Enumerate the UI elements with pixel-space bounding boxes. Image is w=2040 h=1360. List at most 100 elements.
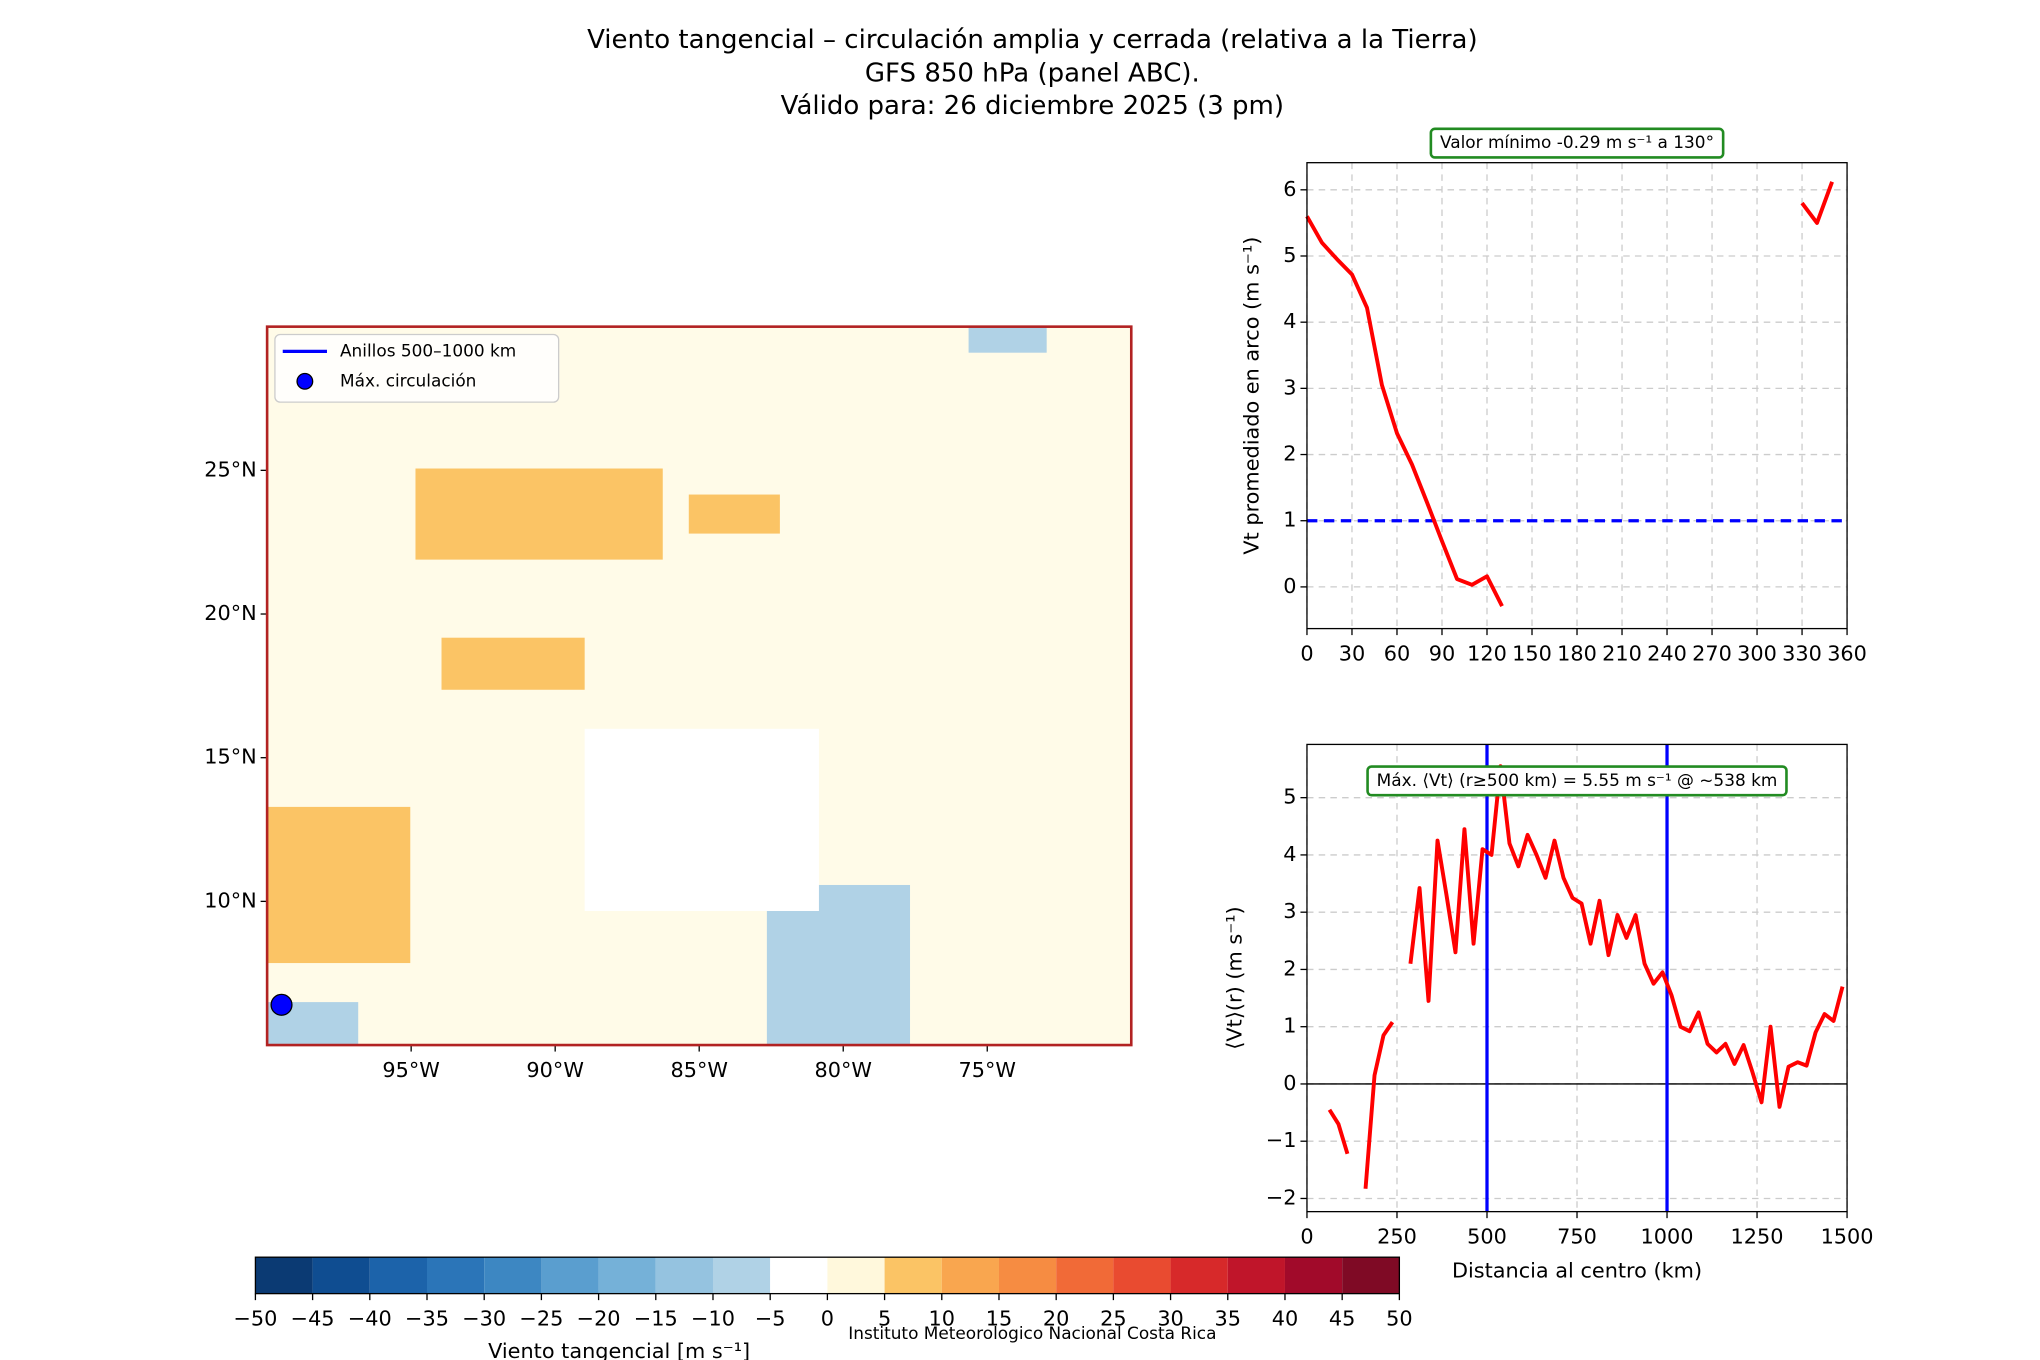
x-tick-label: 60 [1384, 642, 1410, 666]
footer: Instituto Meteorologico Nacional Costa R… [848, 1323, 1216, 1343]
legend-swatch [296, 372, 314, 390]
axes-frame [1306, 743, 1848, 1213]
x-tick-label: −15 [634, 1307, 678, 1331]
y-tick-label: 3 [1283, 899, 1296, 923]
colorbar-cell [369, 1257, 428, 1294]
legend-label: Anillos 500–1000 km [340, 340, 516, 360]
y-tick-label: 4 [1283, 842, 1296, 866]
map-shading [267, 326, 1132, 1046]
colorbar-cell [1113, 1257, 1171, 1294]
x-tick-label: 25 [1100, 1307, 1126, 1331]
x-tick-label: 1500 [1821, 1225, 1874, 1249]
legend-box [274, 333, 560, 403]
x-tick-label: 210 [1602, 642, 1642, 666]
y-tick-label: −1 [1266, 1128, 1297, 1152]
title-line: Viento tangencial – circulación amplia y… [587, 25, 1478, 55]
x-tick-label: −30 [462, 1307, 506, 1331]
y-tick-label: 0 [1283, 1071, 1296, 1095]
x-tick-label: −5 [755, 1307, 786, 1331]
x-tick-label: 270 [1692, 642, 1732, 666]
colorbar-cell [827, 1257, 885, 1294]
colorbar-cell [1342, 1257, 1400, 1294]
y-tick-label: 20°N [204, 601, 256, 625]
x-tick-label: −40 [348, 1307, 392, 1331]
colorbar-cell [998, 1257, 1057, 1294]
map-frame [265, 325, 1133, 1047]
x-tick-label: 0 [1300, 642, 1313, 666]
annotation: Valor mínimo -0.29 m s⁻¹ a 130° [1440, 132, 1714, 152]
colorbar-cell [427, 1257, 485, 1294]
y-tick-label: 3 [1283, 375, 1296, 399]
y-tick-label: 0 [1283, 574, 1296, 598]
x-tick-label: 750 [1557, 1225, 1597, 1249]
colorbar-cell [655, 1257, 713, 1294]
colorbar-cell [941, 1257, 999, 1294]
y-tick-label: 15°N [204, 745, 256, 769]
y-tick-label: 2 [1283, 442, 1296, 466]
colorbar-cell [770, 1257, 828, 1294]
x-tick-label: 300 [1737, 642, 1777, 666]
data-line [1305, 181, 1834, 607]
colorbar-cell [484, 1257, 542, 1294]
y-tick-label: −2 [1266, 1185, 1297, 1209]
x-tick-label: 85°W [670, 1058, 727, 1082]
x-tick-label: 240 [1647, 642, 1687, 666]
y-axis-label: Vt promediado en arco (m s⁻¹) [1239, 237, 1263, 555]
shading [688, 494, 780, 534]
colorbar-cell [1170, 1257, 1228, 1294]
y-tick-label: 10°N [204, 888, 256, 912]
shading [415, 468, 663, 560]
x-tick-label: 150 [1512, 642, 1552, 666]
annotation: Máx. ⟨Vt⟩ (r≥500 km) = 5.55 m s⁻¹ @ ~538… [1377, 770, 1778, 790]
colorbar-cell [884, 1257, 942, 1294]
shading [267, 326, 1132, 1046]
colorbar-cell [598, 1257, 656, 1294]
colorbar-cell [1284, 1257, 1343, 1294]
y-axis-label: ⟨Vt⟩(r) (m s⁻¹) [1222, 906, 1246, 1049]
data-line [1327, 764, 1845, 1189]
x-tick-label: 360 [1827, 642, 1867, 666]
x-tick-label: 10 [929, 1307, 955, 1331]
colorbar-cell [255, 1257, 313, 1294]
x-axis-label: Distancia al centro (km) [1452, 1259, 1702, 1283]
x-tick-label: −50 [233, 1307, 277, 1331]
x-tick-label: 0 [1300, 1225, 1313, 1249]
y-tick-label: 6 [1283, 177, 1296, 201]
title-line: Válido para: 26 diciembre 2025 (3 pm) [781, 91, 1284, 121]
shading [968, 326, 1047, 353]
y-tick-label: 4 [1283, 309, 1296, 333]
x-tick-label: 45 [1329, 1307, 1355, 1331]
x-tick-label: 75°W [959, 1058, 1016, 1082]
x-tick-label: 5 [878, 1307, 891, 1331]
annotation-box [1366, 765, 1788, 797]
y-tick-label: 5 [1283, 785, 1296, 809]
colorbar-cell [1056, 1257, 1114, 1294]
x-tick-label: 35 [1215, 1307, 1241, 1331]
annotation-box [1429, 127, 1725, 159]
x-tick-label: 250 [1377, 1225, 1417, 1249]
x-tick-label: 0 [821, 1307, 834, 1331]
x-tick-label: 90°W [526, 1058, 583, 1082]
x-tick-label: −25 [519, 1307, 563, 1331]
y-tick-label: 5 [1283, 243, 1296, 267]
x-tick-label: −10 [691, 1307, 735, 1331]
colorbar-cell [712, 1257, 771, 1294]
x-tick-label: 20 [1043, 1307, 1069, 1331]
colorbar-cell [1227, 1257, 1285, 1294]
shading [267, 806, 411, 964]
x-tick-label: 120 [1467, 642, 1507, 666]
y-tick-label: 2 [1283, 956, 1296, 980]
shading [441, 637, 585, 690]
x-tick-label: 40 [1272, 1307, 1298, 1331]
title-line: GFS 850 hPa (panel ABC). [865, 59, 1200, 89]
x-tick-label: 15 [986, 1307, 1012, 1331]
shading [584, 728, 819, 912]
x-tick-label: 90 [1429, 642, 1455, 666]
colorbar-cell [312, 1257, 370, 1294]
x-tick-label: 1250 [1731, 1225, 1784, 1249]
x-tick-label: 95°W [382, 1058, 439, 1082]
x-tick-label: 330 [1782, 642, 1822, 666]
axes-frame [1306, 162, 1848, 630]
